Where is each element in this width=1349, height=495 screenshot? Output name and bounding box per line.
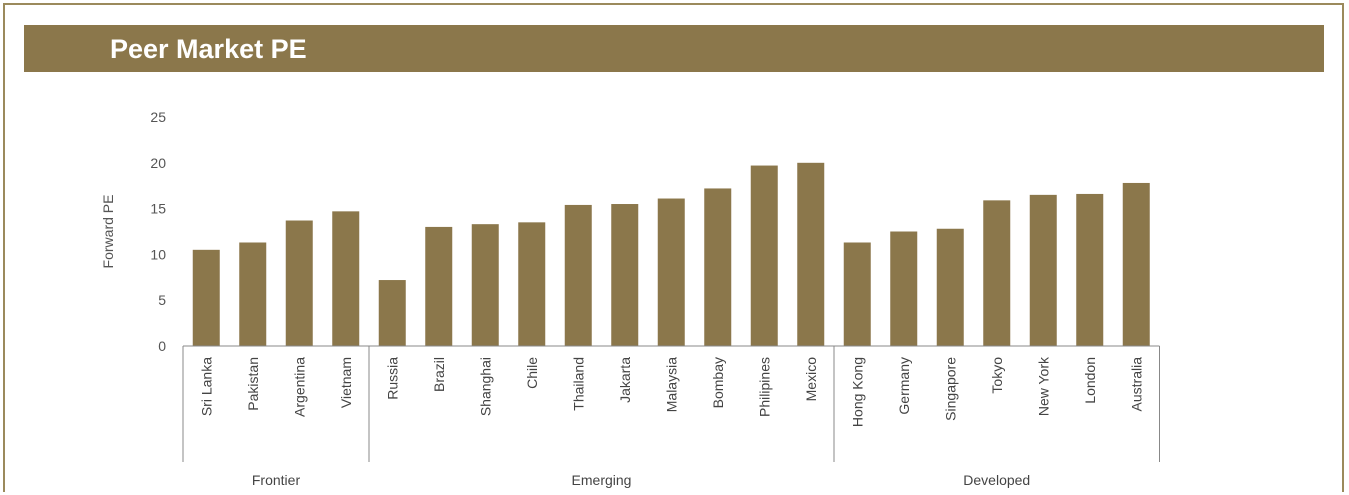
y-tick-label: 5 — [158, 292, 166, 308]
category-label: New York — [1035, 356, 1051, 416]
category-label: Brazil — [431, 357, 447, 392]
category-label: Chile — [524, 357, 540, 389]
bar — [471, 224, 499, 346]
category-label: Tokyo — [989, 357, 1005, 394]
bar — [1029, 194, 1057, 346]
y-tick-label: 15 — [150, 201, 166, 217]
category-label: Philipines — [756, 357, 772, 417]
bar — [564, 204, 592, 346]
y-tick-label: 10 — [150, 246, 166, 262]
bar — [1076, 193, 1104, 346]
y-tick-label: 20 — [150, 155, 166, 171]
category-label: Hong Kong — [849, 357, 865, 427]
category-label: Australia — [1128, 357, 1144, 412]
title-bar: Peer Market PE — [24, 25, 1324, 72]
y-tick-label: 0 — [158, 338, 166, 354]
category-label: Jakarta — [617, 357, 633, 403]
bar — [983, 200, 1011, 346]
bar — [704, 188, 732, 346]
category-label: Bombay — [710, 357, 726, 408]
group-label: Developed — [963, 472, 1030, 488]
category-label: Germany — [896, 357, 912, 415]
bar — [192, 249, 220, 346]
bar — [936, 228, 964, 346]
bar — [657, 198, 685, 346]
bar — [518, 222, 546, 346]
category-label: London — [1082, 357, 1098, 404]
category-label: Vietnam — [338, 357, 354, 408]
bar — [797, 162, 825, 346]
bar — [285, 220, 313, 346]
bar — [239, 242, 267, 346]
category-label: Malaysia — [663, 357, 679, 412]
group-label: Emerging — [572, 472, 632, 488]
y-tick-label: 25 — [150, 109, 166, 125]
category-label: Mexico — [803, 357, 819, 402]
category-label: Singapore — [942, 357, 958, 421]
bar — [750, 165, 778, 346]
y-axis-label: Forward PE — [100, 195, 116, 269]
chart-title: Peer Market PE — [110, 34, 307, 64]
bar — [1122, 182, 1150, 346]
bar — [843, 242, 871, 346]
category-label: Pakistan — [245, 357, 261, 411]
category-label: Russia — [384, 357, 400, 400]
bar — [332, 211, 360, 346]
category-label: Argentina — [291, 357, 307, 417]
chart-frame — [3, 3, 1344, 492]
category-label: Shanghai — [477, 357, 493, 416]
bar — [378, 280, 406, 346]
category-label: Sri Lanka — [198, 357, 214, 416]
bar — [611, 204, 639, 346]
group-label: Frontier — [252, 472, 301, 488]
category-label: Thailand — [570, 357, 586, 411]
bar — [425, 226, 453, 346]
bar — [890, 231, 918, 346]
